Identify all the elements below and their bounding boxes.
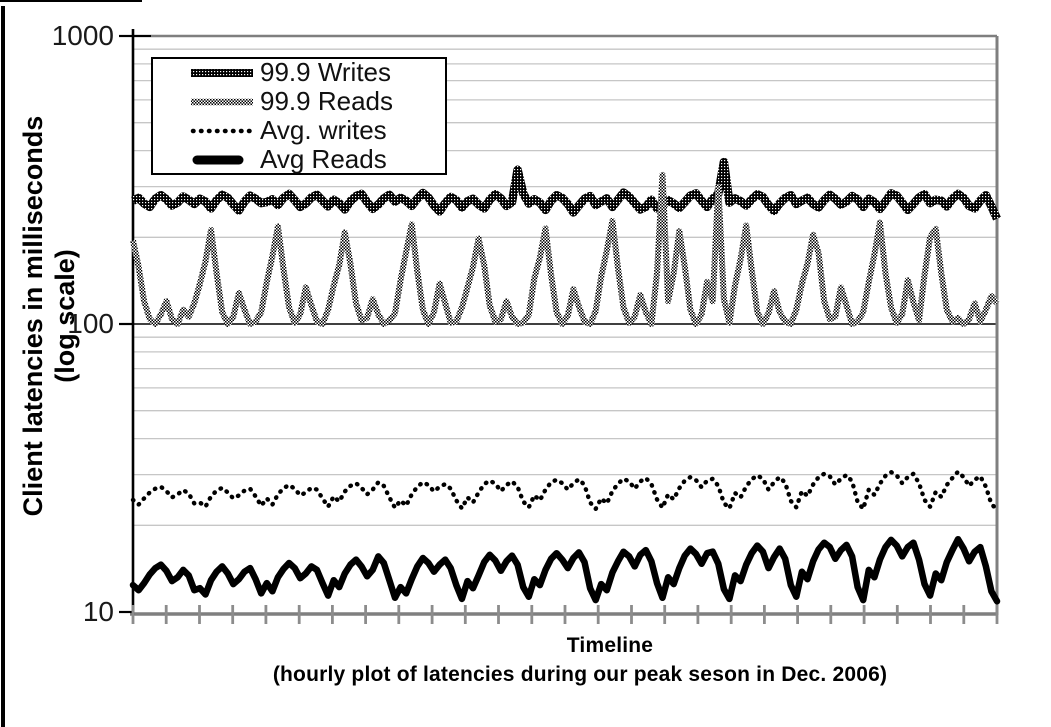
- scan-border-top: [0, 0, 142, 2]
- legend-swatch-999-writes-line: [191, 68, 253, 77]
- legend-item-avg-writes: Avg. writes: [153, 115, 445, 145]
- legend-item-999-reads: 99.9 Reads: [153, 86, 445, 116]
- legend: 99.9 Writes 99.9 Reads Avg. writes Avg R…: [151, 57, 447, 175]
- legend-item-avg-reads: Avg Reads: [153, 144, 445, 174]
- y-tick-label-100: 100: [67, 308, 114, 339]
- legend-swatch-avg-reads-line: [192, 155, 244, 164]
- legend-label-999-writes: 99.9 Writes: [260, 57, 392, 87]
- y-tick-label-10: 10: [82, 596, 114, 627]
- legend-item-999-writes: 99.9 Writes: [153, 57, 445, 87]
- legend-label-avg-reads: Avg Reads: [260, 144, 387, 174]
- y-tick-label-1000: 1000: [51, 20, 114, 51]
- legend-label-avg-writes: Avg. writes: [260, 115, 387, 145]
- x-axis-subtitle: (hourly plot of latencies during our pea…: [272, 663, 888, 686]
- legend-swatch-999-reads-line: [191, 98, 253, 105]
- legend-swatch-avg-writes-line: [190, 128, 254, 133]
- scan-border-left: [1, 6, 5, 727]
- legend-label-999-reads: 99.9 Reads: [260, 86, 393, 116]
- x-axis-title: Timeline: [566, 634, 654, 657]
